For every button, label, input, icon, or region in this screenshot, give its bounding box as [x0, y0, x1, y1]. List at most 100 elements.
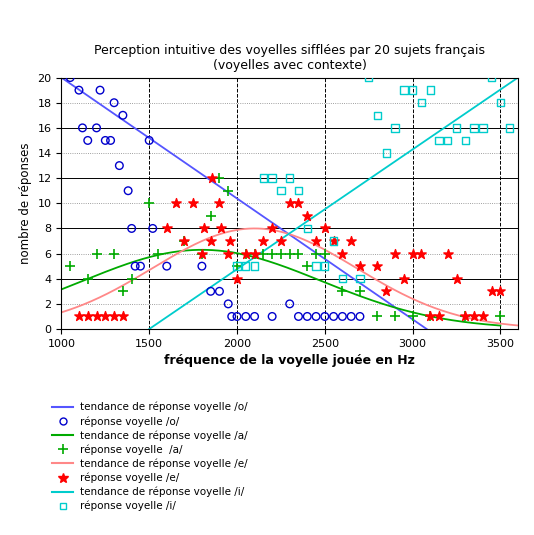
Point: [356, 274, 364, 283]
Point: [426, 312, 435, 321]
Point: [268, 249, 277, 258]
Point: [285, 249, 294, 258]
Point: [338, 274, 347, 283]
Point: [496, 312, 505, 321]
Point: [208, 174, 217, 182]
Point: [148, 224, 157, 233]
Point: [162, 224, 171, 233]
Point: [233, 262, 241, 271]
Point: [115, 161, 124, 170]
Point: [131, 262, 139, 271]
Point: [101, 136, 109, 144]
Point: [356, 262, 364, 271]
Point: [329, 236, 338, 245]
Point: [285, 199, 294, 208]
Point: [92, 312, 101, 321]
Point: [488, 287, 496, 295]
Point: [145, 136, 153, 144]
Point: [110, 249, 119, 258]
Point: [399, 86, 408, 94]
Point: [409, 86, 417, 94]
Point: [259, 236, 268, 245]
Point: [505, 124, 514, 132]
Point: [409, 249, 417, 258]
Point: [294, 312, 303, 321]
Point: [277, 249, 285, 258]
Point: [312, 236, 320, 245]
Point: [128, 224, 136, 233]
Point: [233, 312, 241, 321]
Point: [320, 224, 329, 233]
Point: [110, 98, 119, 107]
Point: [215, 199, 224, 208]
Point: [106, 136, 115, 144]
Point: [303, 211, 311, 220]
Point: [83, 136, 92, 144]
Point: [399, 274, 408, 283]
Point: [435, 136, 443, 144]
Point: [443, 249, 452, 258]
Point: [233, 262, 241, 271]
Point: [426, 86, 435, 94]
Point: [382, 149, 390, 157]
Point: [329, 236, 338, 245]
Point: [66, 73, 74, 82]
Point: [443, 136, 452, 144]
Point: [207, 211, 215, 220]
Point: [294, 199, 303, 208]
Point: [373, 262, 382, 271]
Point: [92, 124, 101, 132]
Point: [224, 249, 232, 258]
Point: [83, 312, 92, 321]
Point: [285, 174, 294, 182]
Point: [347, 236, 356, 245]
Point: [417, 249, 426, 258]
Point: [83, 274, 92, 283]
Point: [470, 312, 478, 321]
Point: [356, 312, 364, 321]
Point: [198, 249, 206, 258]
Point: [347, 312, 356, 321]
Point: [452, 274, 461, 283]
Point: [303, 262, 311, 271]
Point: [128, 274, 136, 283]
Point: [461, 312, 469, 321]
Point: [391, 249, 399, 258]
Point: [250, 249, 259, 258]
Point: [250, 312, 259, 321]
Point: [338, 249, 347, 258]
Title: Perception intuitive des voyelles sifflées par 20 sujets français
(voyelles avec: Perception intuitive des voyelles sifflé…: [94, 44, 485, 72]
Point: [312, 312, 320, 321]
Point: [217, 224, 225, 233]
Point: [119, 111, 127, 120]
Point: [180, 236, 189, 245]
Point: [207, 236, 215, 245]
Point: [268, 224, 277, 233]
Point: [136, 262, 145, 271]
Point: [294, 249, 303, 258]
Point: [478, 312, 487, 321]
Point: [391, 124, 399, 132]
Point: [259, 174, 268, 182]
Point: [373, 312, 382, 321]
Point: [241, 312, 250, 321]
Point: [233, 274, 241, 283]
Point: [364, 73, 373, 82]
Point: [66, 262, 74, 271]
Point: [409, 312, 417, 321]
Point: [338, 312, 347, 321]
Point: [373, 111, 382, 120]
Point: [250, 262, 259, 271]
Point: [119, 312, 127, 321]
Y-axis label: nombre de réponses: nombre de réponses: [19, 142, 32, 264]
Point: [199, 224, 208, 233]
Point: [180, 236, 189, 245]
Legend: tendance de réponse voyelle /o/, réponse voyelle /o/, tendance de réponse voyell: tendance de réponse voyelle /o/, réponse…: [52, 402, 248, 511]
Point: [426, 312, 435, 321]
Point: [250, 249, 259, 258]
Point: [215, 287, 224, 295]
Point: [154, 249, 162, 258]
Point: [320, 262, 329, 271]
Point: [96, 86, 104, 94]
Point: [470, 124, 478, 132]
